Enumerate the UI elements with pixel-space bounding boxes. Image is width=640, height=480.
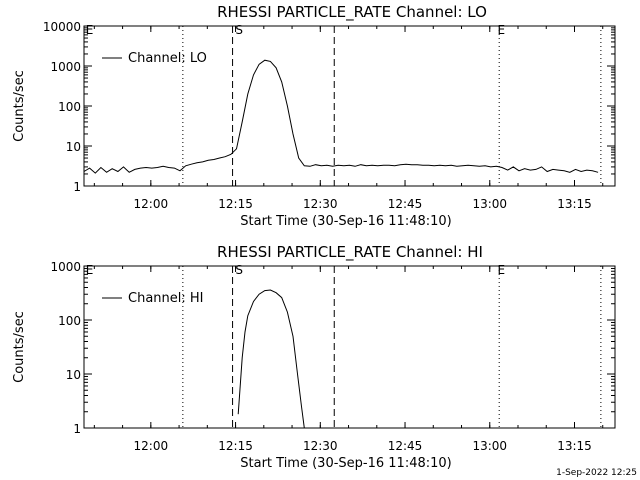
y-tick-label: 10 xyxy=(66,368,81,382)
event-marker-label: E xyxy=(498,263,506,277)
y-axis: 1 10 100 1000 10000 xyxy=(43,20,615,194)
plot-frame xyxy=(83,265,616,429)
y-axis-title: Counts/sec xyxy=(12,70,27,142)
series-line-hi xyxy=(237,289,305,429)
y-tick-label: 100 xyxy=(58,314,81,328)
x-tick-label: 12:00 xyxy=(134,197,169,211)
y-tick-label: 1 xyxy=(73,422,81,436)
event-marker-label: E xyxy=(86,23,94,37)
x-axis-title: Start Time (30-Sep-16 11:48:10) xyxy=(240,214,451,229)
chart-title: RHESSI PARTICLE_RATE Channel: LO xyxy=(217,3,487,22)
series-line-lo xyxy=(83,59,599,174)
chart-title: RHESSI PARTICLE_RATE Channel: HI xyxy=(217,243,483,262)
event-marker-label: E xyxy=(498,23,506,37)
y-axis: 1 10 100 1000 xyxy=(50,260,615,436)
y-axis-title: Counts/sec xyxy=(12,311,27,383)
reference-lines xyxy=(182,26,602,186)
x-tick-label: 12:45 xyxy=(388,439,423,453)
y-tick-label: 10000 xyxy=(43,20,81,34)
y-tick-label: 10 xyxy=(66,140,81,154)
plot-frame xyxy=(83,25,616,187)
y-tick-label: 1000 xyxy=(50,60,81,74)
x-tick-label: 12:00 xyxy=(134,439,169,453)
x-axis: 12:00 12:15 12:30 12:45 13:00 13:15 xyxy=(93,266,604,453)
hi-channel-panel: RHESSI PARTICLE_RATE Channel: HI 12:00 12… xyxy=(12,243,616,471)
x-tick-label: 13:15 xyxy=(557,197,592,211)
x-tick-label: 12:15 xyxy=(218,439,253,453)
x-tick-label: 12:30 xyxy=(303,439,338,453)
y-tick-label: 100 xyxy=(58,100,81,114)
x-tick-label: 12:45 xyxy=(388,197,423,211)
x-tick-label: 13:00 xyxy=(472,439,507,453)
reference-lines xyxy=(182,266,602,428)
event-marker-label: S xyxy=(235,23,243,37)
event-marker-label: S xyxy=(235,263,243,277)
lo-channel-panel: RHESSI PARTICLE_RATE Channel: LO 12:00 12… xyxy=(12,3,616,229)
event-marker-label: E xyxy=(86,263,94,277)
x-axis-title: Start Time (30-Sep-16 11:48:10) xyxy=(240,456,451,471)
x-tick-label: 12:15 xyxy=(218,197,253,211)
legend-label: Channel: HI xyxy=(128,291,204,306)
x-tick-label: 12:30 xyxy=(303,197,338,211)
x-axis: 12:00 12:15 12:30 12:45 13:00 13:15 xyxy=(93,26,604,211)
plot-timestamp: 1-Sep-2022 12:25 xyxy=(556,468,637,478)
y-tick-label: 1000 xyxy=(50,260,81,274)
x-tick-label: 13:00 xyxy=(472,197,507,211)
y-tick-label: 1 xyxy=(73,180,81,194)
x-tick-label: 13:15 xyxy=(557,439,592,453)
legend-label: Channel: LO xyxy=(128,51,207,66)
